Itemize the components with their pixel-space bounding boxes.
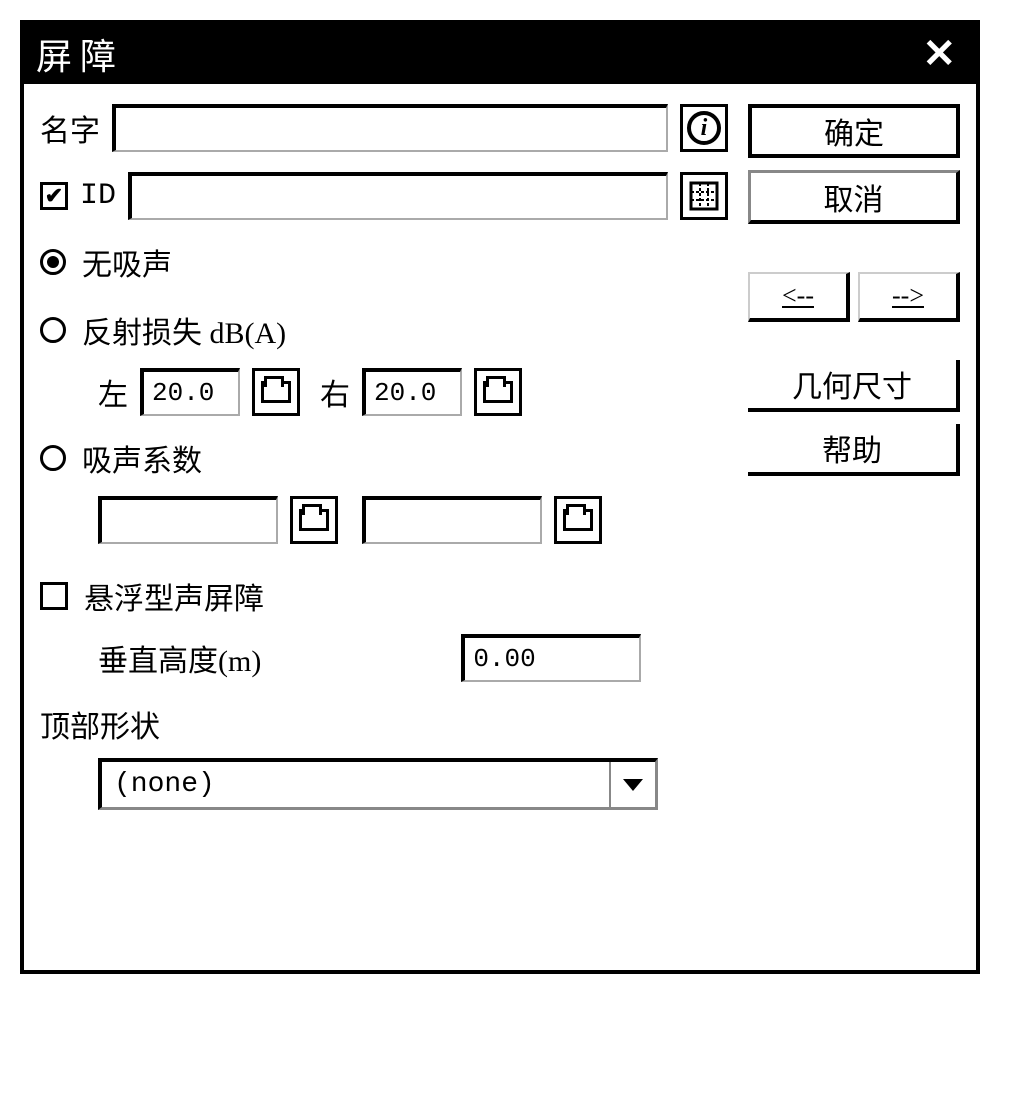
floating-barrier-checkbox[interactable]	[40, 582, 68, 610]
vertical-height-row: 垂直高度(m)	[40, 634, 728, 682]
vertical-height-label: 垂直高度(m)	[98, 636, 261, 680]
info-icon: i	[687, 111, 721, 145]
reflection-right-input[interactable]	[362, 368, 462, 416]
left-label: 左	[98, 370, 128, 414]
floating-barrier-label: 悬浮型声屏障	[84, 574, 264, 618]
reflection-loss-radio[interactable]	[40, 317, 66, 343]
reflection-left-input[interactable]	[140, 368, 240, 416]
side-column: 确定 取消 <-- --> 几何尺寸 帮助	[740, 104, 960, 950]
name-label: 名字	[40, 106, 100, 150]
vertical-height-input[interactable]	[461, 634, 641, 682]
reflection-left-browse[interactable]	[252, 368, 300, 416]
nav-row: <-- -->	[748, 272, 960, 322]
reflection-values-row: 左 右	[40, 368, 728, 416]
id-input[interactable]	[128, 172, 668, 220]
main-column: 名字 i ✔ ID	[40, 104, 740, 950]
absorption-left-browse[interactable]	[290, 496, 338, 544]
dialog-title: 屏障	[36, 28, 124, 80]
cancel-button[interactable]: 取消	[748, 170, 960, 224]
no-absorption-row: 无吸声	[40, 240, 728, 284]
absorption-coef-row: 吸声系数	[40, 436, 728, 480]
id-library-button[interactable]	[680, 172, 728, 220]
geometry-button[interactable]: 几何尺寸	[748, 360, 960, 412]
floating-barrier-row: 悬浮型声屏障	[40, 574, 728, 618]
absorption-coef-radio[interactable]	[40, 445, 66, 471]
no-absorption-radio[interactable]	[40, 249, 66, 275]
top-shape-combo[interactable]: (none)	[98, 758, 658, 810]
id-checkbox[interactable]: ✔	[40, 182, 68, 210]
reflection-loss-label: 反射损失 dB(A)	[82, 308, 286, 352]
name-row: 名字 i	[40, 104, 728, 152]
help-button[interactable]: 帮助	[748, 424, 960, 476]
reflection-loss-row: 反射损失 dB(A)	[40, 308, 728, 352]
top-shape-value: (none)	[114, 769, 609, 800]
folder-icon	[261, 381, 291, 403]
name-input[interactable]	[112, 104, 668, 152]
top-shape-row: (none)	[40, 758, 728, 810]
reflection-right-browse[interactable]	[474, 368, 522, 416]
combo-dropdown-button[interactable]	[609, 762, 655, 807]
no-absorption-label: 无吸声	[82, 240, 172, 284]
top-shape-label: 顶部形状	[40, 702, 728, 746]
id-label: ID	[80, 179, 116, 213]
barrier-dialog: 屏障 ✕ 名字 i ✔ ID	[20, 20, 980, 974]
ok-button[interactable]: 确定	[748, 104, 960, 158]
folder-icon	[483, 381, 513, 403]
dialog-body: 名字 i ✔ ID	[24, 84, 976, 970]
absorption-right-browse[interactable]	[554, 496, 602, 544]
absorption-coef-label: 吸声系数	[82, 436, 202, 480]
info-button[interactable]: i	[680, 104, 728, 152]
library-icon	[689, 181, 719, 211]
close-icon[interactable]: ✕	[922, 34, 964, 74]
titlebar: 屏障 ✕	[24, 24, 976, 84]
prev-button[interactable]: <--	[748, 272, 850, 322]
folder-icon	[563, 509, 593, 531]
id-row: ✔ ID	[40, 172, 728, 220]
absorption-left-input[interactable]	[98, 496, 278, 544]
absorption-right-input[interactable]	[362, 496, 542, 544]
folder-icon	[299, 509, 329, 531]
chevron-down-icon	[623, 779, 643, 791]
right-label: 右	[320, 370, 350, 414]
absorption-values-row	[40, 496, 728, 544]
next-button[interactable]: -->	[858, 272, 960, 322]
